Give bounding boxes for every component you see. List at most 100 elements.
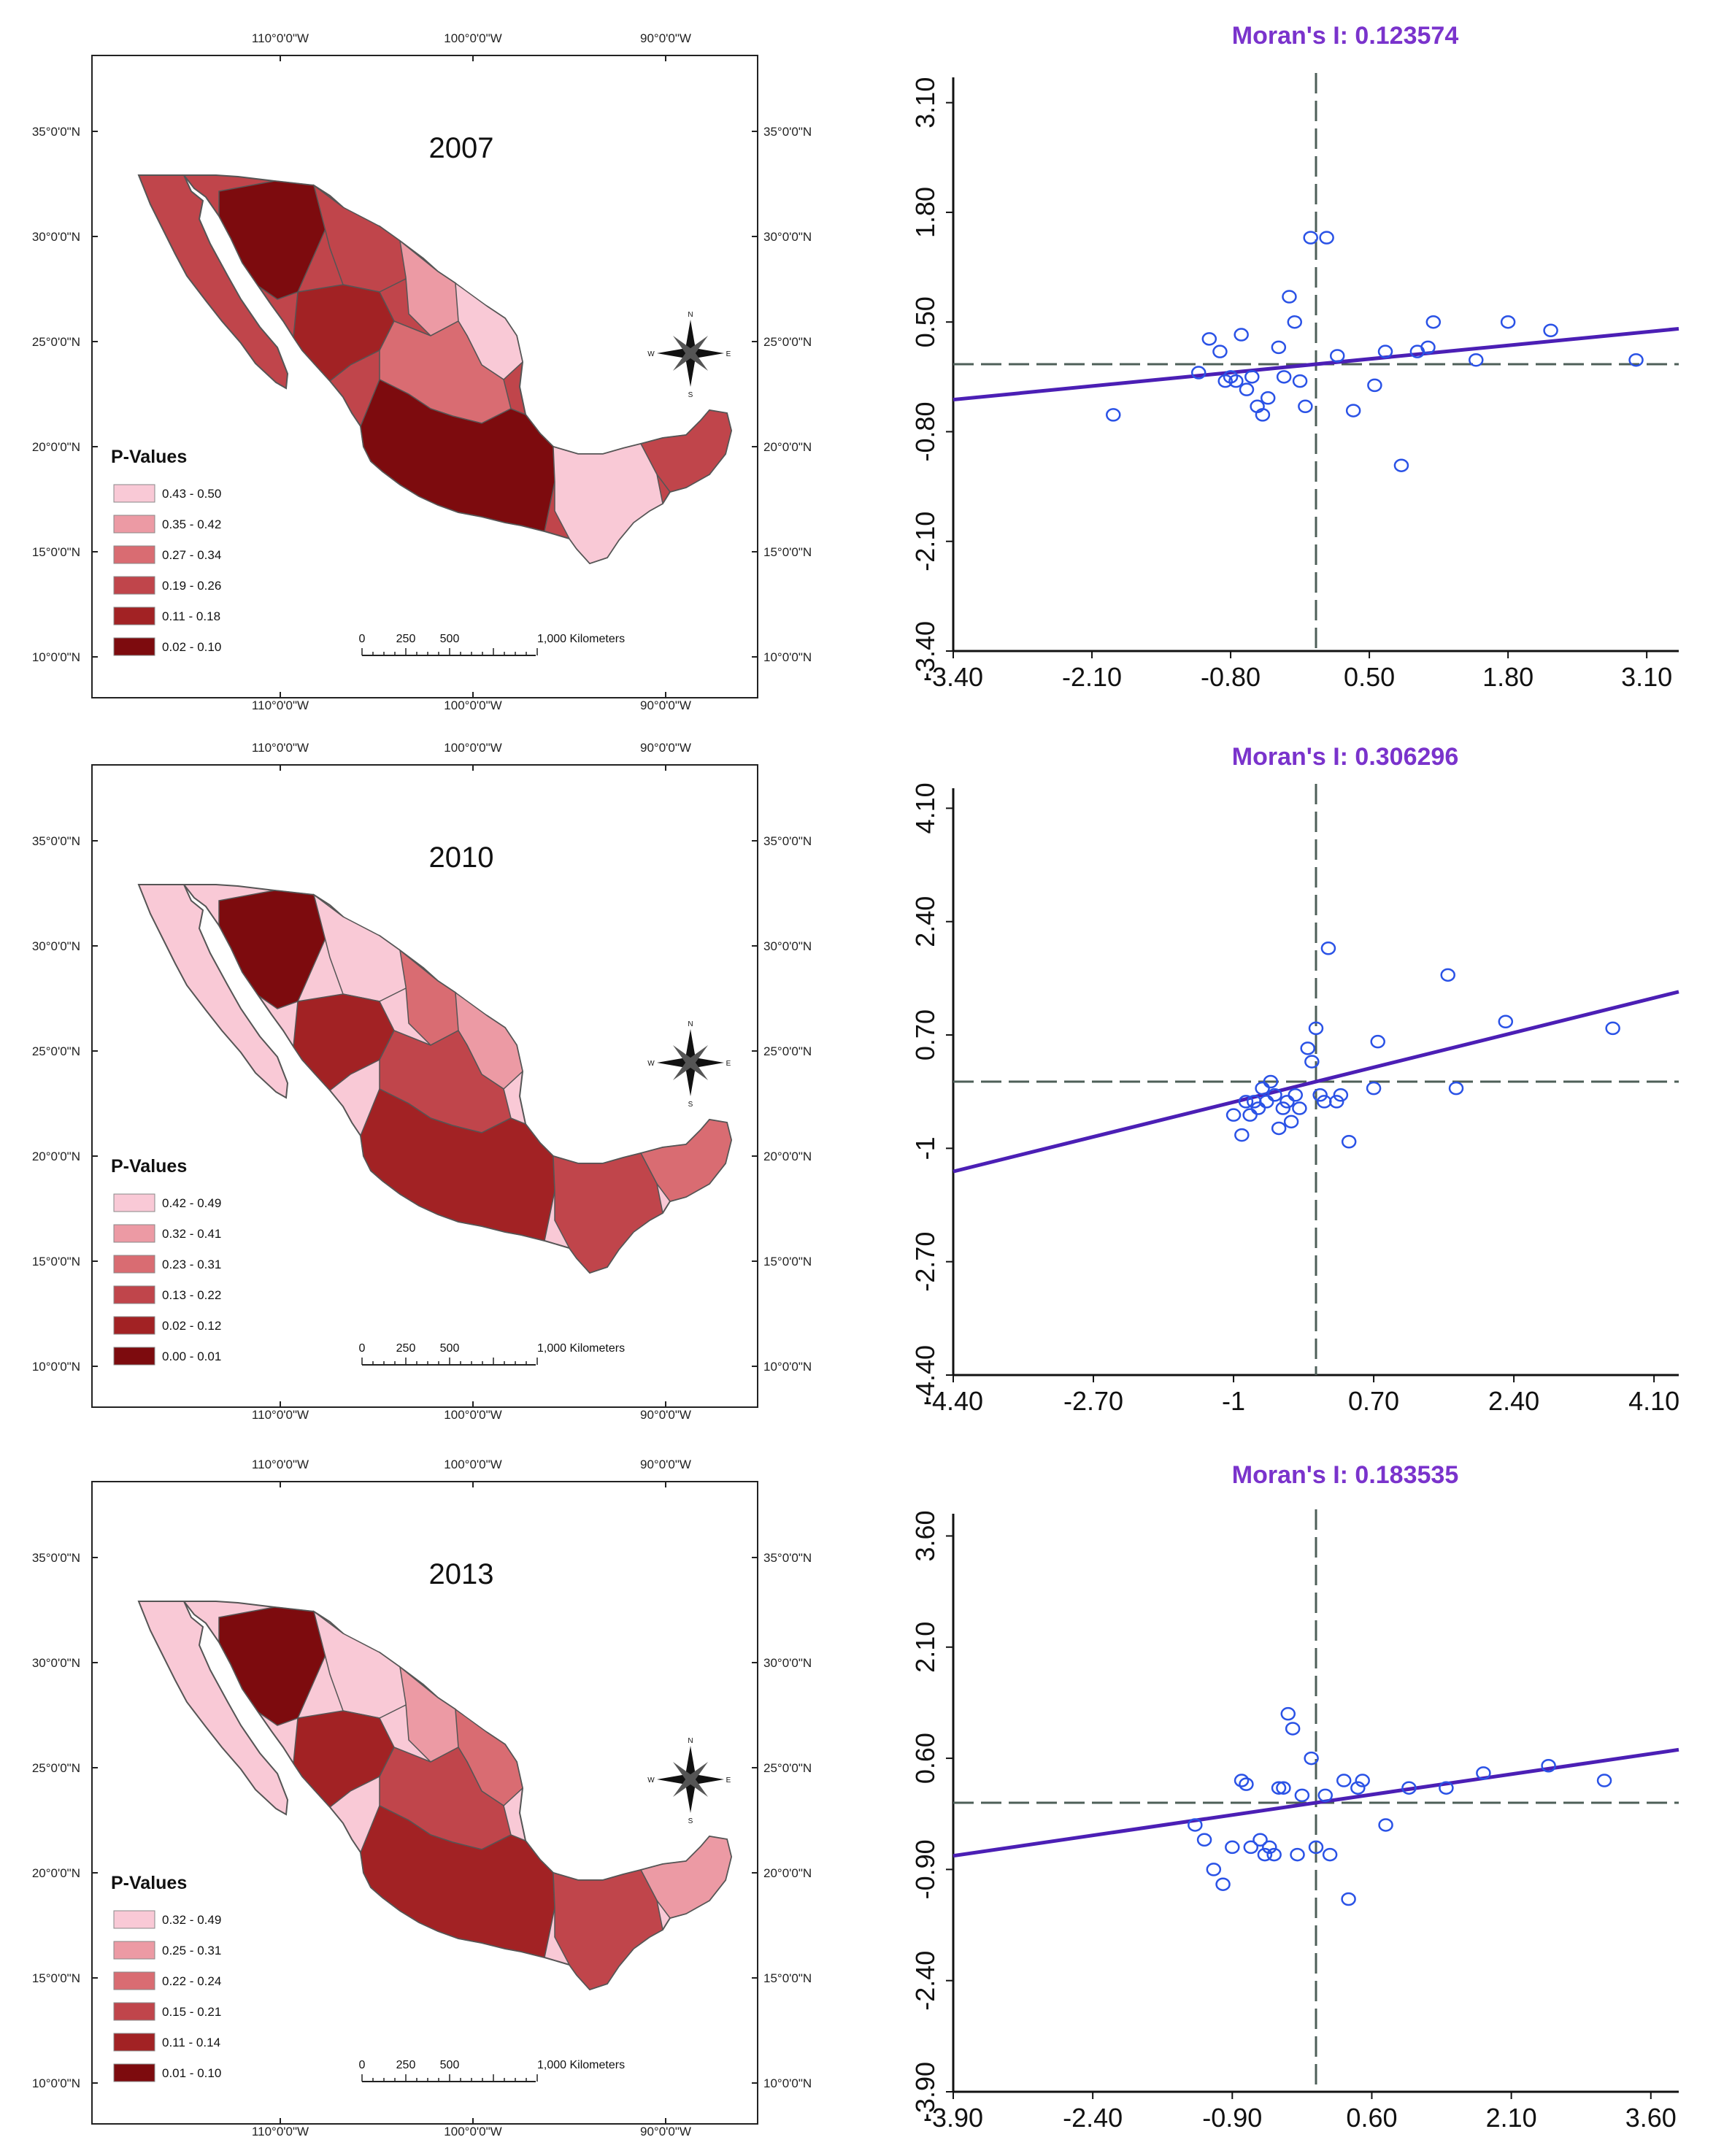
- legend-label: 0.22 - 0.24: [162, 1974, 221, 1988]
- scale-bar: 0 250 500 1,000 Kilometers: [359, 1342, 625, 1366]
- data-point: [1290, 1847, 1305, 1862]
- y-tick-label: -3.90: [910, 2062, 940, 2122]
- lon-label-top: 90°0'0"W: [640, 1458, 691, 1471]
- data-point: [1367, 378, 1382, 393]
- data-point: [1370, 1034, 1385, 1049]
- lat-label-left: 35°0'0"N: [32, 834, 80, 848]
- state-region: [360, 378, 555, 532]
- lat-label-right: 35°0'0"N: [763, 834, 812, 848]
- legend-swatch: [113, 607, 155, 625]
- lat-label-left: 30°0'0"N: [32, 230, 80, 244]
- data-point: [1322, 1847, 1338, 1862]
- data-point: [1355, 1774, 1370, 1787]
- data-point: [1263, 1074, 1279, 1089]
- state-region: [293, 1710, 395, 1809]
- x-tick-label: 2.40: [1488, 1386, 1539, 1416]
- year-title: 2007: [429, 132, 494, 164]
- year-title: 2013: [429, 1558, 494, 1590]
- y-tick-label: 4.10: [910, 782, 940, 833]
- chart-title: Moran's I: 0.123574: [1232, 22, 1459, 50]
- data-point: [1285, 1722, 1301, 1736]
- legend-title: P-Values: [111, 1873, 187, 1893]
- lon-label-bottom: 110°0'0"W: [252, 2125, 309, 2138]
- legend-swatch: [113, 1316, 155, 1335]
- scale-label: 250: [396, 633, 416, 645]
- x-tick-label: -3.40: [923, 662, 983, 692]
- compass-n: N: [688, 1737, 693, 1745]
- compass-needle: [688, 1045, 708, 1066]
- lat-label-left: 10°0'0"N: [32, 1360, 80, 1374]
- lat-label-right: 35°0'0"N: [763, 125, 812, 139]
- legend-label: 0.27 - 0.34: [162, 548, 221, 562]
- chart-title: Moran's I: 0.306296: [1232, 743, 1458, 771]
- scale-label: 1,000 Kilometers: [537, 633, 625, 645]
- lat-label-left: 15°0'0"N: [32, 1255, 80, 1268]
- scale-label: 0: [359, 633, 366, 645]
- compass-w: W: [647, 1060, 655, 1068]
- state-region: [360, 1087, 555, 1241]
- legend: P-Values 0.42 - 0.49 0.32 - 0.41 0.23 - 0.3…: [111, 1156, 221, 1366]
- legend-swatch: [113, 637, 155, 656]
- data-point: [1255, 408, 1271, 422]
- lat-label-right: 25°0'0"N: [763, 335, 812, 349]
- data-point: [1275, 1101, 1291, 1115]
- data-point: [1267, 1088, 1282, 1102]
- state-region: [639, 409, 732, 493]
- data-point: [1292, 1101, 1307, 1115]
- data-point: [1234, 1128, 1250, 1142]
- compass-needle: [685, 1029, 696, 1063]
- y-tick-label: 1.80: [910, 187, 940, 238]
- data-point: [1243, 1840, 1259, 1855]
- compass-w: W: [647, 350, 655, 358]
- scale-label: 500: [440, 2059, 460, 2071]
- data-point: [1258, 1095, 1274, 1109]
- scale-bar: 0 250 500 1,000 Kilometers: [359, 633, 625, 656]
- x-tick-label: 2.10: [1486, 2103, 1537, 2133]
- data-point: [1308, 1021, 1324, 1036]
- state-region: [553, 443, 663, 564]
- data-point: [1271, 1121, 1287, 1136]
- data-point: [1228, 374, 1244, 388]
- data-point: [1336, 1774, 1352, 1787]
- x-tick-label: 3.10: [1621, 662, 1672, 692]
- data-point: [1287, 315, 1303, 329]
- lon-label-top: 90°0'0"W: [640, 741, 691, 755]
- data-point: [1190, 366, 1207, 380]
- map-frame: [91, 764, 758, 1408]
- chart-title: Moran's I: 0.183535: [1232, 1461, 1458, 1489]
- legend-swatch: [113, 1285, 155, 1304]
- data-point: [1283, 1114, 1299, 1129]
- y-tick-label: -2.40: [910, 1951, 940, 2011]
- data-point: [1212, 344, 1228, 358]
- lat-label-right: 10°0'0"N: [763, 1360, 812, 1374]
- mexico-map: [138, 1601, 732, 1990]
- compass-needle: [685, 353, 696, 387]
- year-title: 2010: [429, 842, 494, 874]
- data-point: [1215, 1877, 1231, 1891]
- legend: P-Values 0.32 - 0.49 0.25 - 0.31 0.22 - 0.2…: [111, 1873, 221, 2082]
- compass-icon: N E S W: [647, 1737, 731, 1825]
- data-point: [1308, 1840, 1324, 1855]
- lat-label-left: 20°0'0"N: [32, 1866, 80, 1880]
- data-point: [1234, 1774, 1250, 1787]
- compass-e: E: [726, 1776, 731, 1785]
- data-point: [1378, 1818, 1393, 1832]
- lat-label-right: 15°0'0"N: [763, 1255, 812, 1268]
- lat-label-left: 25°0'0"N: [32, 335, 80, 349]
- lat-label-right: 15°0'0"N: [763, 1971, 812, 1985]
- scale-label: 500: [440, 1342, 460, 1355]
- y-tick-label: -0.90: [910, 1839, 940, 1899]
- compass-n: N: [688, 311, 693, 319]
- compass-s: S: [688, 1817, 693, 1825]
- data-point: [1425, 315, 1442, 329]
- lat-label-right: 30°0'0"N: [763, 939, 812, 953]
- x-tick-label: -2.40: [1063, 2103, 1123, 2133]
- data-point: [1282, 290, 1297, 304]
- legend-label: 0.35 - 0.42: [162, 517, 221, 531]
- data-point: [1329, 349, 1345, 363]
- lat-label-left: 35°0'0"N: [32, 125, 80, 139]
- scale-label: 1,000 Kilometers: [537, 1342, 625, 1355]
- y-tick-label: 2.40: [910, 896, 940, 947]
- y-tick-label: 0.70: [910, 1009, 940, 1060]
